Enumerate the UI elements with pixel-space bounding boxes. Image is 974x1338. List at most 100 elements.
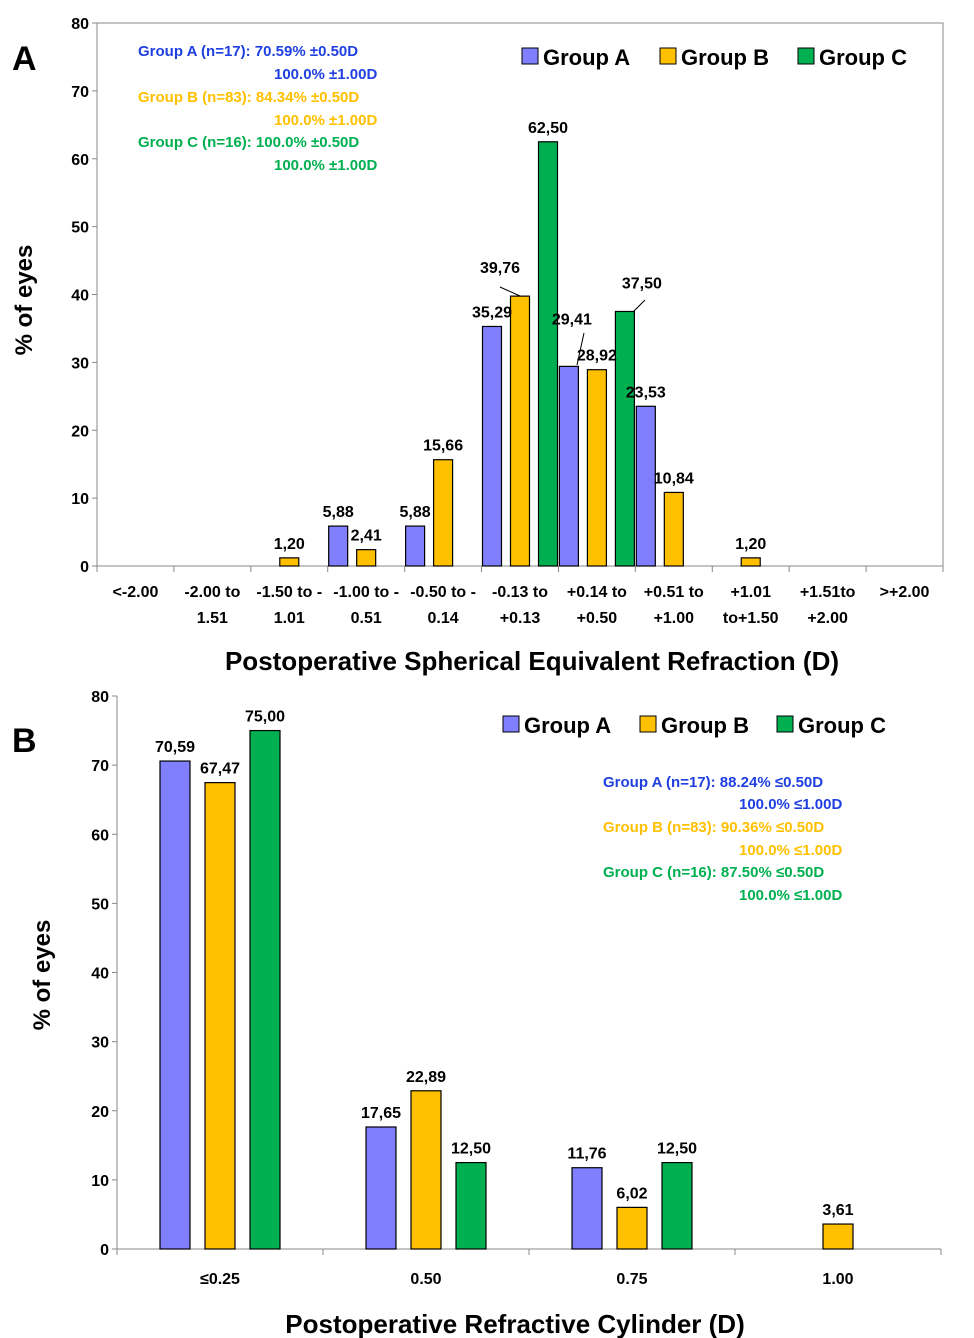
panel-b-y-axis: 0 10 20 30 40 50 60 70 80 (91, 689, 117, 1259)
panel-a-legend: Group A Group B Group C (521, 45, 907, 70)
data-label-group-a: 29,41 (552, 311, 592, 328)
annotation-c-line2: 100.0% ±1.00D (274, 157, 377, 174)
leader-line (576, 332, 585, 366)
data-label-group-a: 23,53 (626, 384, 666, 401)
x-category-label: +0.51 to (644, 584, 704, 601)
y-tick-label: 50 (91, 896, 109, 913)
x-category-label: 0.14 (428, 610, 459, 627)
x-category-label: +1.51to (800, 584, 856, 601)
y-tick-label: 40 (71, 288, 89, 305)
data-label-group-c: 12,50 (451, 1141, 491, 1158)
annotation-b-line1: Group B (n=83): 84.34% ±0.50D (138, 89, 359, 106)
bar-group-c (661, 1161, 693, 1250)
x-category-label: -1.50 to - (256, 584, 322, 601)
legend-swatch-group-a (521, 47, 539, 65)
x-category-label: +1.00 (654, 610, 695, 627)
data-label-group-a: 70,59 (155, 739, 195, 756)
bar-group-b (410, 1090, 442, 1250)
data-label-group-b: 3,61 (822, 1202, 853, 1219)
panel-a-accuracy-annotation: Group A (n=17): 70.59% ±0.50D 100.0% ±1.… (138, 43, 377, 174)
x-category-label: <-2.00 (113, 584, 159, 601)
bar-group-b (509, 295, 531, 567)
legend-label-group-a: Group A (543, 45, 630, 70)
x-category-label: -0.50 to - (410, 584, 476, 601)
data-label-group-b: 39,76 (480, 260, 520, 277)
data-label-group-a: 11,76 (567, 1146, 606, 1163)
annotation-a-line2: 100.0% ≤1.00D (739, 796, 842, 813)
panel-b-letter: B (12, 722, 37, 760)
y-tick-label: 50 (71, 220, 89, 237)
bar-group-c (614, 310, 636, 567)
legend-swatch-group-c (797, 47, 815, 65)
legend-label-group-c: Group C (819, 45, 907, 70)
x-category-label: 0.50 (410, 1271, 441, 1288)
panel-b-data-labels: 70,59 17,65 11,76 67,47 22,89 6,02 3,61 75,00 12… (155, 709, 854, 1219)
y-tick-label: 70 (91, 758, 109, 775)
y-tick-label: 40 (91, 966, 109, 983)
annotation-a-line1: Group A (n=17): 88.24% ≤0.50D (603, 774, 823, 791)
data-label-group-a: 5,88 (400, 504, 431, 521)
bar-group-a (404, 525, 426, 567)
data-label-group-a: 35,29 (472, 304, 512, 321)
y-tick-label: 0 (80, 559, 89, 576)
panel-a-bars (279, 141, 761, 567)
data-label-group-a: 17,65 (361, 1105, 401, 1122)
data-label-group-b: 10,84 (654, 470, 694, 487)
annotation-c-line1: Group C (n=16): 100.0% ±0.50D (138, 134, 359, 151)
y-tick-label: 80 (91, 689, 109, 706)
x-category-label: 1.00 (822, 1271, 853, 1288)
y-tick-label: 0 (100, 1242, 109, 1259)
bar-group-c (537, 141, 559, 567)
annotation-b-line1: Group B (n=83): 90.36% ≤0.50D (603, 819, 824, 836)
data-label-group-b: 22,89 (406, 1069, 446, 1086)
annotation-a-line1: Group A (n=17): 70.59% ±0.50D (138, 43, 358, 60)
y-tick-label: 10 (71, 491, 89, 508)
bar-group-b (663, 491, 684, 567)
bar-group-a (365, 1126, 397, 1250)
bar-group-b (432, 459, 454, 567)
x-category-label: +1.01 (730, 584, 771, 601)
x-category-label: -2.00 to (184, 584, 240, 601)
x-category-label: ≤0.25 (200, 1271, 240, 1288)
bar-group-c (249, 729, 281, 1250)
annotation-c-line1: Group C (n=16): 87.50% ≤0.50D (603, 864, 824, 881)
bar-group-a (635, 405, 656, 567)
bar-group-a (558, 365, 580, 567)
y-tick-label: 60 (71, 152, 89, 169)
bar-group-a (481, 325, 503, 567)
data-label-group-b: 28,92 (577, 348, 617, 365)
bar-group-b (822, 1223, 854, 1250)
panel-a-x-axis-label: Postoperative Spherical Equivalent Refra… (225, 646, 839, 676)
panel-b-legend: Group A Group B Group C (502, 713, 886, 738)
y-tick-label: 20 (91, 1104, 109, 1121)
bar-group-b (616, 1206, 648, 1250)
data-label-group-b: 6,02 (616, 1185, 647, 1202)
x-category-label: +2.00 (807, 610, 848, 627)
legend-label-group-a: Group A (524, 713, 611, 738)
bar-group-a (571, 1167, 603, 1250)
bar-group-a (328, 525, 349, 567)
panel-a-y-axis: 0 10 20 30 40 50 60 70 80 (71, 16, 97, 576)
panel-a-chart: A 0 10 20 30 40 50 60 70 80 5,88 5,88 35,29 29,41 23… (11, 16, 944, 676)
data-label-group-c: 12,50 (657, 1141, 697, 1158)
data-label-group-a: 5,88 (323, 504, 354, 521)
bar-group-b (740, 557, 761, 567)
x-category-label: 0.75 (616, 1271, 647, 1288)
legend-label-group-b: Group B (661, 713, 749, 738)
panel-b-chart: B 0 10 20 30 40 50 60 70 80 70,59 17,65 11,76 67,47… (12, 689, 942, 1338)
y-tick-label: 60 (91, 827, 109, 844)
x-category-label: -1.00 to - (333, 584, 399, 601)
x-category-label: 1.01 (274, 610, 305, 627)
y-tick-label: 20 (71, 423, 89, 440)
y-tick-label: 80 (71, 16, 89, 33)
panel-b-x-axis-label: Postoperative Refractive Cylinder (D) (285, 1309, 744, 1338)
data-label-group-b: 15,66 (423, 438, 463, 455)
x-category-label: to+1.50 (723, 610, 779, 627)
x-category-label: 1.51 (197, 610, 228, 627)
panel-a-letter: A (12, 40, 37, 78)
legend-swatch-group-b (639, 715, 657, 733)
panel-a-data-labels: 5,88 5,88 35,29 29,41 23,53 1,20 2,41 15,66 39,7… (274, 120, 767, 553)
panel-a-leader-lines (499, 286, 646, 366)
x-category-label: +0.50 (577, 610, 618, 627)
